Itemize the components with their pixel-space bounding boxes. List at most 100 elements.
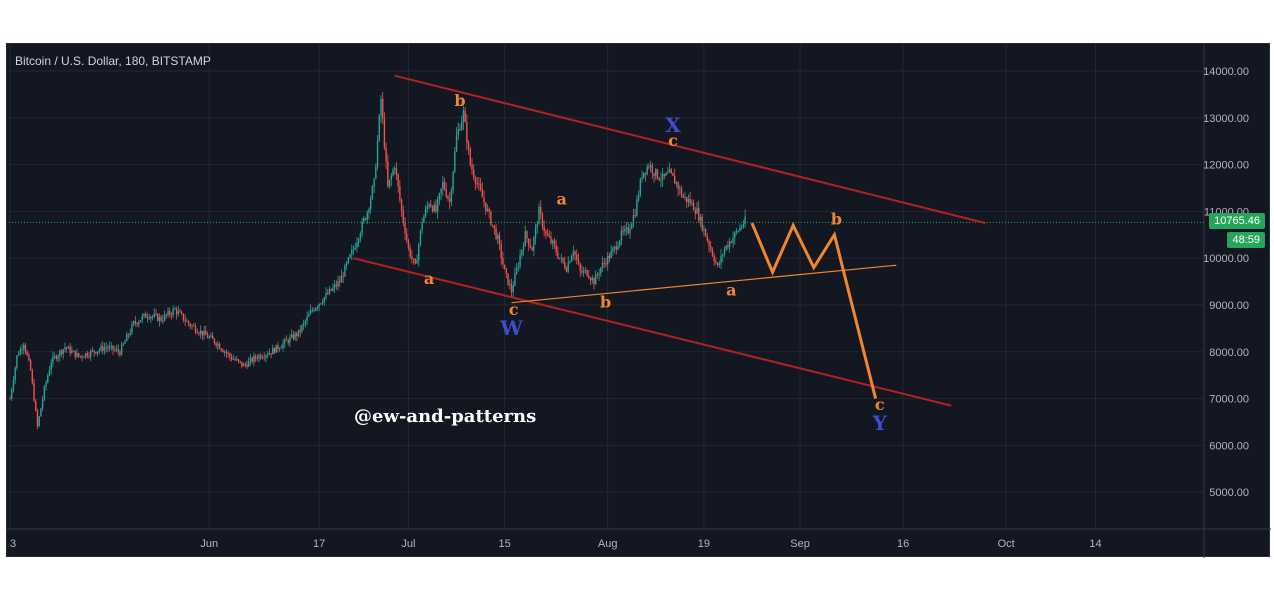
candle-body: [79, 355, 82, 357]
candle: [144, 311, 147, 318]
candle-body: [713, 255, 715, 262]
candle: [586, 269, 588, 277]
candle-body: [675, 182, 678, 184]
candle-body: [175, 308, 178, 315]
candle: [364, 217, 367, 221]
candle: [459, 124, 461, 132]
candle-body: [172, 309, 174, 315]
candle: [165, 313, 167, 320]
candle-body: [474, 177, 477, 184]
candle-body: [19, 349, 22, 355]
candle-body: [469, 148, 471, 166]
candle: [469, 146, 471, 167]
candle-body: [265, 355, 267, 358]
candle: [421, 218, 423, 235]
candle-body: [48, 369, 51, 376]
candle: [593, 276, 595, 290]
candle-body: [624, 228, 626, 232]
candle: [591, 274, 593, 284]
candle-body: [495, 228, 497, 239]
candle-body: [591, 277, 593, 281]
candle: [576, 249, 578, 265]
candle: [716, 261, 719, 268]
candle-body: [716, 262, 719, 266]
candle: [321, 298, 324, 306]
candle: [388, 179, 391, 189]
candle: [158, 313, 161, 327]
candle: [536, 220, 538, 234]
candle-body: [361, 221, 363, 234]
candle: [160, 314, 162, 323]
candle: [292, 330, 295, 341]
x-tick-label: 3: [10, 538, 16, 550]
candle-body: [538, 206, 540, 225]
candle-body: [718, 263, 721, 266]
candle: [629, 223, 631, 239]
candle-body: [376, 140, 379, 167]
candle: [138, 319, 140, 328]
y-tick-label: 14000.00: [1203, 66, 1249, 78]
y-tick-label: 6000.00: [1209, 440, 1249, 452]
candle-body: [381, 98, 384, 119]
candle-body: [395, 168, 398, 175]
candle: [242, 362, 245, 367]
candle-body: [740, 226, 743, 228]
candle: [582, 266, 585, 278]
candle-body: [325, 293, 327, 298]
candle-body: [179, 311, 181, 313]
candle-body: [31, 370, 34, 383]
candle: [175, 306, 178, 320]
chart-area[interactable]: 14000.0013000.0012000.0011000.0010000.00…: [6, 43, 1271, 558]
candle: [414, 258, 417, 265]
candle: [33, 378, 35, 403]
wave-label-c: c: [509, 300, 519, 319]
x-tick-label: Oct: [998, 538, 1015, 550]
candle: [665, 171, 667, 177]
candle: [222, 348, 224, 353]
candle-body: [406, 233, 408, 241]
wave-label-b: b: [831, 210, 842, 229]
candle: [194, 323, 197, 335]
candle-body: [428, 204, 430, 207]
candle-body: [304, 320, 307, 323]
candle: [217, 341, 219, 351]
candle: [199, 325, 202, 339]
candle-body: [60, 350, 63, 354]
candle-body: [174, 308, 176, 310]
candle: [409, 244, 411, 260]
candle: [315, 307, 317, 312]
chart-canvas[interactable]: 14000.0013000.0012000.0011000.0010000.00…: [7, 44, 1271, 558]
candle: [649, 160, 652, 173]
x-tick-label: Sep: [790, 538, 810, 550]
candle: [131, 320, 133, 335]
wave-label-c: c: [668, 131, 678, 150]
candle-body: [351, 249, 353, 255]
candle-body: [603, 262, 605, 264]
candle: [148, 313, 150, 321]
candle-body: [433, 204, 435, 212]
candle-body: [139, 320, 142, 323]
candle-body: [577, 259, 580, 264]
candle-body: [120, 344, 123, 355]
candle: [430, 199, 432, 208]
candle: [546, 228, 549, 237]
candle-body: [211, 335, 214, 339]
candle: [392, 167, 394, 177]
candle-body: [552, 240, 554, 243]
x-tick-label: 14: [1089, 538, 1101, 550]
candle: [26, 350, 28, 357]
candle-body: [76, 353, 78, 357]
candle: [617, 241, 619, 251]
candle-body: [651, 165, 654, 174]
candle: [526, 230, 528, 243]
chart-title: Bitcoin / U.S. Dollar, 180, BITSTAMP: [15, 54, 211, 68]
candle: [337, 275, 339, 291]
candle: [124, 339, 126, 344]
candle-body: [593, 277, 595, 285]
candle-body: [270, 353, 272, 355]
candle-body: [86, 353, 88, 357]
candle-body: [541, 213, 544, 227]
candle-body: [703, 228, 705, 230]
candle-body: [14, 367, 16, 381]
candle-body: [229, 353, 231, 357]
